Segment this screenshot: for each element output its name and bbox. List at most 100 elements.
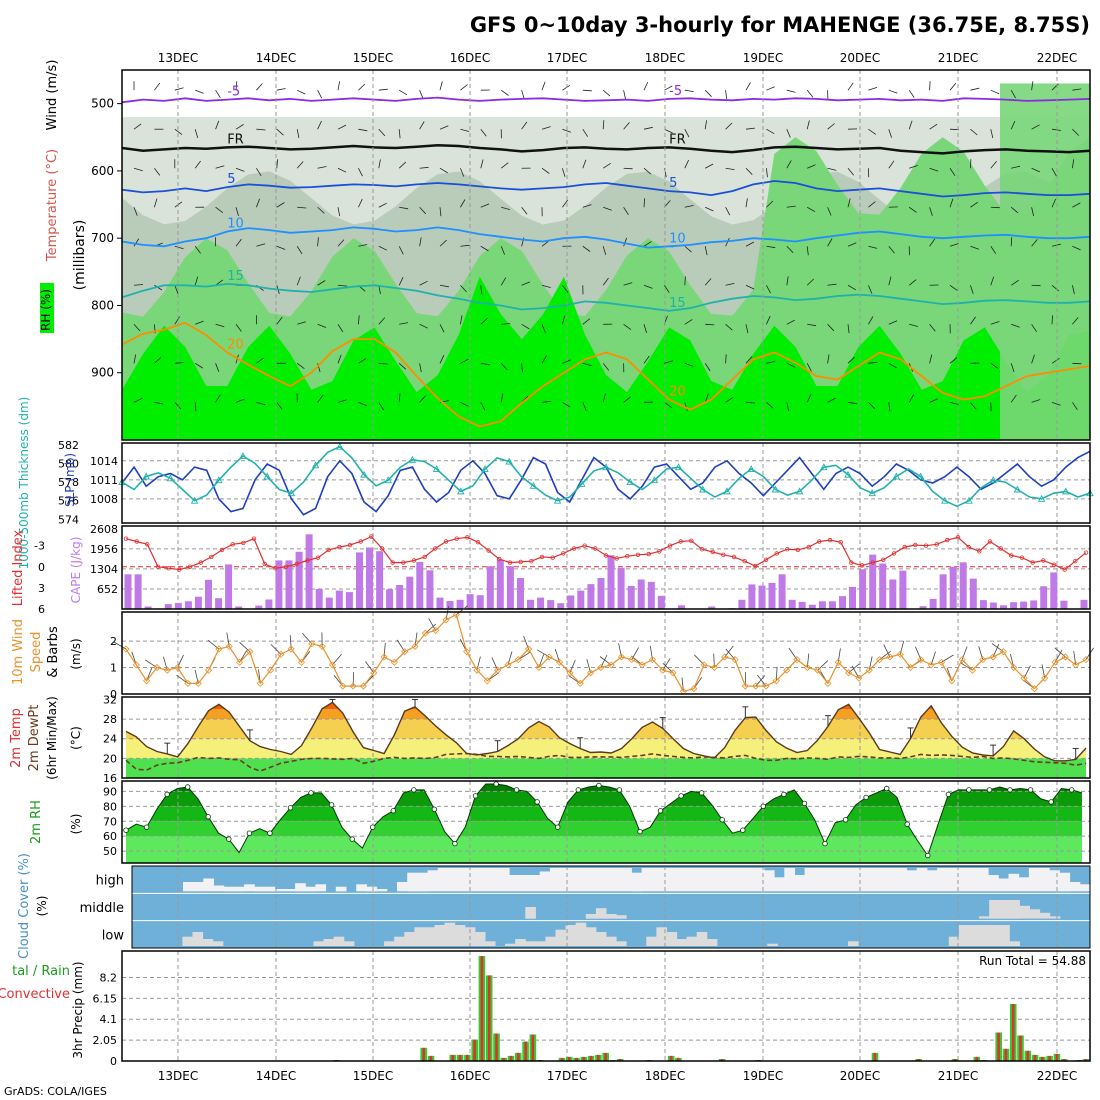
wind-barb	[276, 128, 284, 136]
wind-barb	[235, 238, 242, 247]
cloud-cell-high	[763, 870, 775, 892]
wind-barb	[806, 394, 812, 403]
cloud-cell-high	[1018, 877, 1030, 892]
wind-speed-marker	[205, 666, 213, 674]
wind-barb	[174, 87, 184, 91]
cloud-cell-high	[916, 868, 928, 892]
wind-barb	[398, 277, 404, 286]
wind-barb	[174, 245, 184, 250]
ytick-label: 700	[91, 231, 114, 245]
axis-label-cloud: Cloud Cover (%)	[17, 853, 32, 959]
wind-barb	[684, 159, 689, 169]
wind-speed-marker	[122, 645, 130, 653]
thickness-marker	[287, 489, 296, 497]
rh-marker	[349, 836, 355, 842]
lifted-index-marker	[134, 539, 139, 544]
lifted-index-marker	[763, 557, 769, 562]
wind-barb	[215, 89, 221, 99]
cloud-cell-high	[183, 882, 194, 892]
cloud-cell-high	[845, 868, 857, 892]
wind-barb	[235, 167, 245, 172]
wind-barb	[1011, 165, 1021, 169]
wind-barb	[827, 167, 837, 171]
wind-barb	[276, 159, 278, 169]
lifted-index-marker	[326, 547, 331, 553]
wind-barb	[766, 86, 775, 91]
wind-barb	[582, 159, 587, 169]
ytick-label: 0	[110, 688, 117, 701]
wind-barb	[1072, 128, 1080, 136]
cape-bar	[1060, 600, 1068, 609]
wind-barb	[358, 128, 368, 132]
lifted-index-marker	[177, 567, 182, 572]
lifted-index-marker	[315, 555, 321, 560]
wind-barb	[868, 402, 875, 410]
cape-bar	[255, 605, 263, 609]
wind-barb	[1010, 120, 1016, 130]
cape-bar	[486, 566, 494, 609]
wind-barb	[500, 277, 507, 286]
wind-barb	[419, 395, 426, 403]
axis-label-units: (°C)	[69, 726, 83, 750]
cloud-cell-low	[545, 936, 557, 946]
lifted-index-marker	[486, 548, 491, 553]
panel-frame	[121, 69, 1091, 441]
cloud-cell-low	[616, 941, 627, 946]
cloud-cell-middle	[1049, 916, 1061, 919]
rh-marker	[246, 830, 253, 836]
wind-barb	[154, 401, 164, 405]
panel-frame	[121, 950, 1091, 1062]
wind-barb	[623, 396, 631, 403]
wind-barb	[317, 166, 327, 169]
rh-marker	[596, 782, 602, 789]
rh-marker	[534, 799, 540, 805]
precip-run-total: Run Total = 54.88	[979, 954, 1086, 968]
wind-barb	[807, 323, 817, 327]
wind-barb	[1051, 315, 1053, 325]
axis-label-slp: SLP (mb)	[63, 453, 77, 507]
lifted-index-marker	[731, 554, 737, 560]
precip-bar-convective	[458, 1054, 462, 1061]
wind-barb	[684, 402, 688, 412]
wind-barb	[1010, 237, 1013, 247]
left-tick-label: 578	[58, 476, 79, 489]
wind-barb	[786, 319, 795, 325]
wind-barb	[766, 285, 771, 294]
cloud-cell-high	[641, 868, 653, 892]
precip-bar-convective	[509, 1055, 513, 1061]
thickness-marker	[699, 485, 707, 493]
cape-bar	[889, 579, 897, 609]
precip-bar-convective	[677, 1057, 680, 1061]
wind-barb	[398, 363, 407, 370]
rh-marker	[555, 824, 561, 830]
rh-band	[126, 836, 1082, 863]
cloud-cell-high	[723, 868, 734, 892]
wind-barb	[541, 284, 551, 288]
wind-barb	[480, 362, 490, 366]
wind-barb	[133, 167, 143, 172]
wind-barb	[358, 315, 360, 325]
wind-barb	[480, 285, 483, 295]
isotherm-label: -5	[669, 84, 682, 99]
wind-speed-marker	[1041, 674, 1049, 682]
cape-bar	[426, 570, 434, 609]
wind-speed-marker	[576, 679, 584, 687]
axis-label-wind: Wind (m/s)	[45, 60, 60, 131]
wind-speed-marker	[287, 645, 295, 653]
rh-marker	[308, 790, 314, 796]
rh-marker	[699, 790, 705, 796]
wind-barb	[500, 162, 509, 169]
panel-bg	[122, 612, 1090, 694]
wind-barb	[174, 402, 182, 410]
wind-barb	[562, 84, 571, 91]
wind-barb	[1031, 81, 1034, 91]
cape-bar	[1040, 586, 1048, 609]
cape-bar	[225, 564, 233, 609]
wind-barb	[970, 285, 974, 294]
lifted-index-marker	[977, 549, 982, 554]
wind-speed-marker	[628, 656, 636, 664]
cloud-cell-low	[555, 929, 567, 946]
lifted-index-marker	[785, 547, 790, 552]
axis-label-speed: Speed	[29, 632, 44, 673]
cape-bar	[647, 581, 655, 609]
